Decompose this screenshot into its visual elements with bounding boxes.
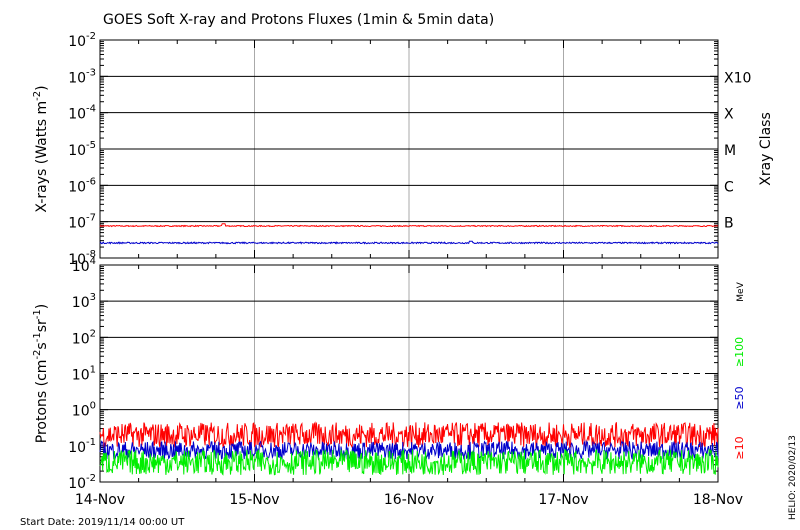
y-tick-label: 101 [72, 365, 96, 384]
x-axis: 14-Nov 15-Nov 16-Nov 17-Nov 18-Nov [75, 40, 743, 508]
y-tick-label: 10-3 [68, 67, 96, 86]
y-tick-label: 104 [72, 256, 96, 275]
x-tick-label: 18-Nov [693, 492, 743, 508]
xray-class-label: B [724, 216, 734, 232]
xray-class-label: X [724, 107, 734, 123]
y-tick-label: 10-1 [68, 437, 96, 456]
y-tick-label: 10-5 [68, 140, 96, 159]
y-tick-label: 10-7 [68, 213, 96, 232]
protons-y-axis-label: Protons (cm-2s-1sr-1) [32, 304, 50, 443]
x-tick-label: 14-Nov [75, 492, 125, 508]
series-long [99, 223, 719, 228]
xray-panel: 10-2 10-3 10-4 10-5 10-6 10-7 10-8 X-rays (Watt… [32, 31, 774, 268]
proton-panel: 104 103 102 101 100 10-1 10-2 Protons (cm-2s-1s… [32, 256, 746, 492]
series-short [99, 240, 719, 245]
series-proton_10 [99, 421, 719, 450]
y-tick-label: 103 [72, 292, 96, 311]
y-tick-label: 10-4 [68, 104, 96, 123]
xray-y-axis-label: X-rays (Watts m-2) [32, 85, 50, 212]
energy-label-proton_50: ≥50 [733, 386, 746, 409]
y-tick-label: 102 [72, 328, 96, 347]
chart-title: GOES Soft X-ray and Protons Fluxes (1min… [103, 12, 494, 28]
y-tick-label: 100 [72, 401, 96, 420]
x-tick-label: 15-Nov [229, 492, 279, 508]
y-tick-label: 10-2 [68, 473, 96, 492]
energy-label-proton_10: ≥10 [733, 436, 746, 459]
energy-label-proton_100: ≥100 [733, 337, 746, 367]
xray-class-axis-title: Xray Class [758, 112, 774, 186]
xray-class-label: X10 [724, 70, 751, 86]
series-proton_100 [99, 448, 719, 476]
xray-class-label: M [724, 143, 736, 159]
x-tick-label: 16-Nov [384, 492, 434, 508]
series-proton_50 [99, 439, 719, 461]
xray-class-label: C [724, 179, 734, 195]
x-tick-label: 17-Nov [538, 492, 588, 508]
helio-stamp: HELIO: 2020/02/13 [788, 435, 798, 520]
energy-unit-label: MeV [736, 281, 746, 301]
start-date-label: Start Date: 2019/11/14 00:00 UT [20, 517, 185, 528]
y-tick-label: 10-8 [68, 249, 96, 268]
y-tick-label: 10-6 [68, 176, 96, 195]
y-tick-label: 10-2 [68, 31, 96, 50]
